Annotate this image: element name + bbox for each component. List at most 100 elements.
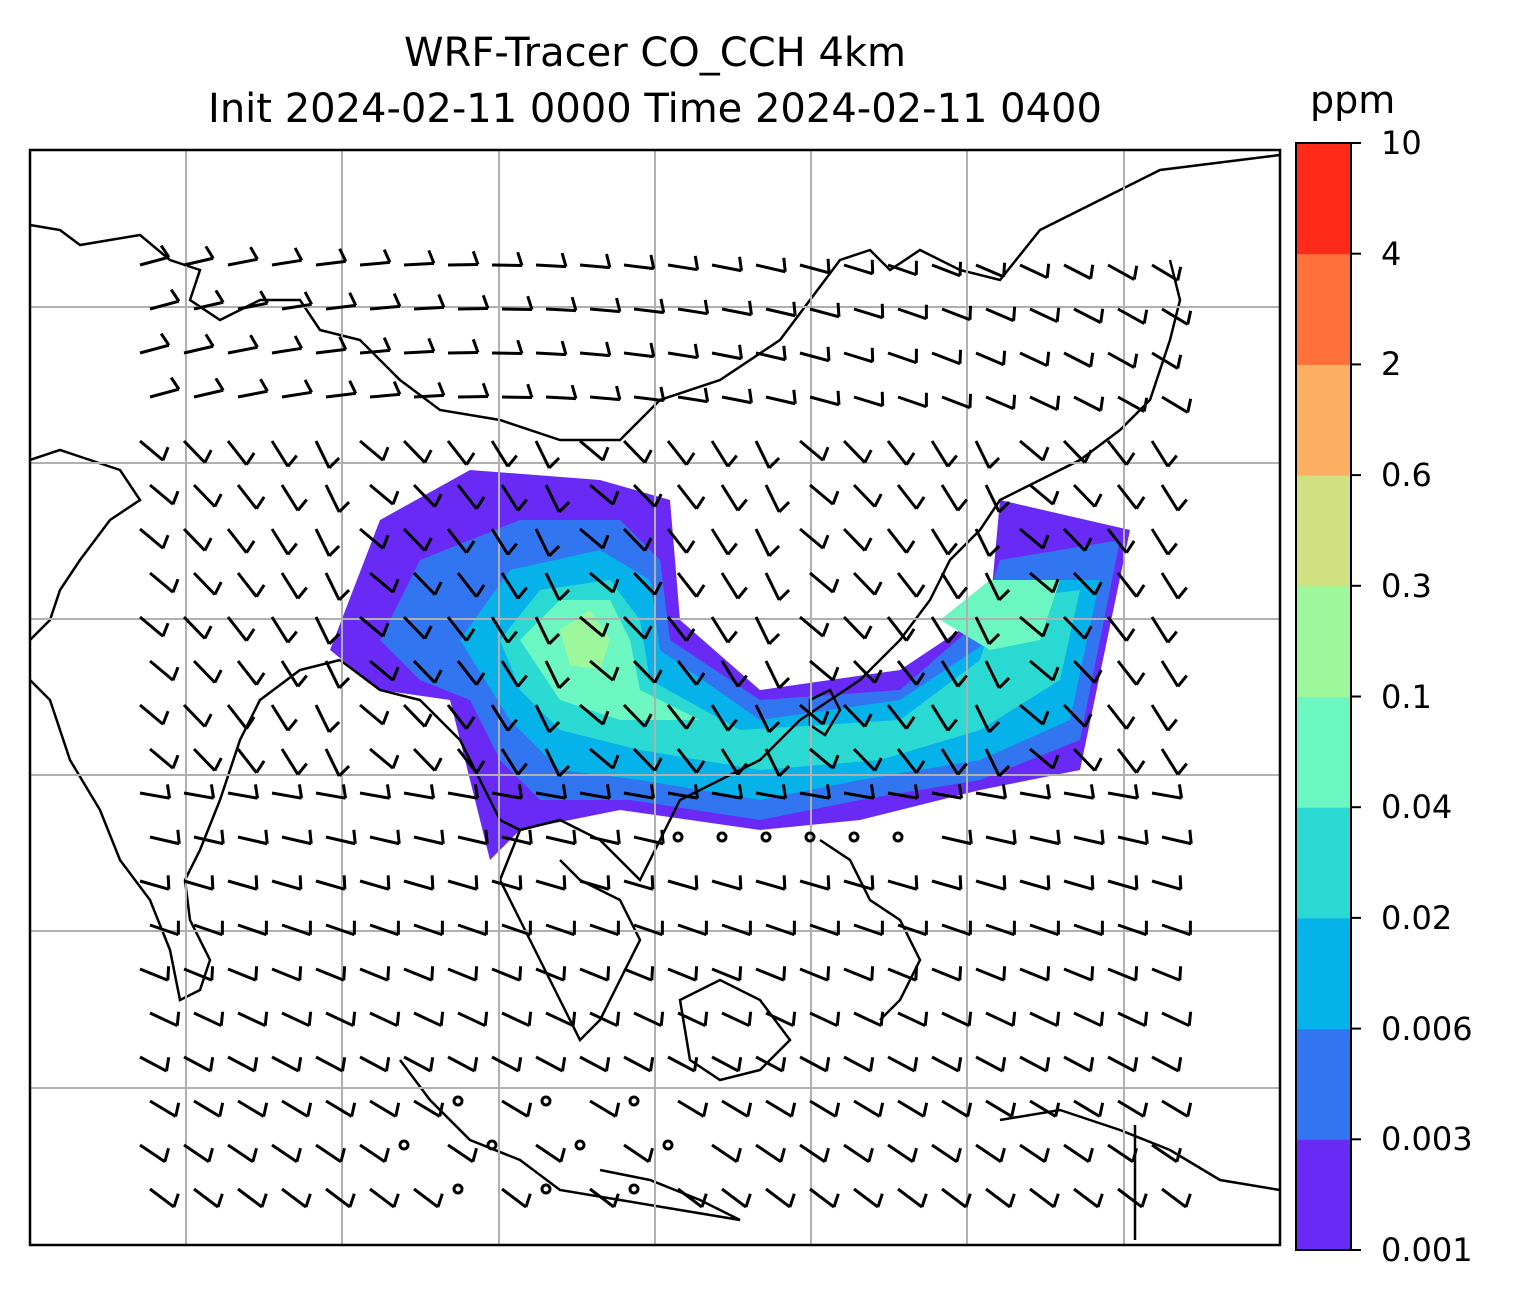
wind-barb-segment [623,879,654,891]
wind-barb-segment [351,1011,357,1026]
wind-barb-segment [385,784,392,799]
wind-barb-segment [403,791,434,800]
wind-barb-segment [413,1099,441,1118]
wind-barb-segment [270,528,290,556]
wind-barb-segment [227,879,258,891]
wind-barb-segment [695,760,706,774]
wind-barb-segment [236,572,258,598]
wind-barb-segment [474,966,479,981]
wind-barb-segment [842,439,866,464]
wind-barb-segment [1019,791,1050,800]
wind-barb-segment [161,534,170,549]
wind-barb-segment [738,256,743,271]
wind-barb-segment [383,1147,390,1163]
wind-barb-segment [446,616,468,642]
wind-barb-segment [736,762,748,776]
wind-barb-segment [446,704,468,730]
wind-barb-segment [667,791,698,800]
wind-barb-segment [1045,1057,1051,1072]
wind-barb-segment [667,351,698,360]
wind-barb-segment [1019,351,1048,368]
wind-barb-segment [735,1147,742,1163]
wind-barb-segment [324,572,341,601]
wind-barb-segment [941,1011,970,1028]
wind-barb-segment [695,672,706,686]
wind-barb-segment [535,791,566,800]
wind-barb-segment [721,395,752,405]
wind-barb-segment [913,784,920,799]
wind-barb-segment [923,1011,929,1026]
wind-barb-segment [1041,446,1050,461]
wind-barb-segment [402,527,426,552]
wind-barb-segment [182,615,206,640]
wind-barb-segment [746,1102,753,1117]
wind-barb-segment [711,791,742,800]
wind-barb-segment [677,1099,705,1118]
wind-barb-segment [535,1055,564,1073]
wind-barb-segment [622,439,646,464]
wind-barb-segment [589,835,620,846]
wind-barb-segment [1029,1099,1057,1118]
wind-barb-segment [500,572,520,600]
wind-barb-segment [430,875,435,890]
wind-barb-segment [754,440,771,469]
wind-barb-segment [984,484,1001,513]
wind-barb-segment [237,1099,265,1118]
wind-barb-segment [149,747,174,770]
wind-barb-segment [369,392,401,399]
wind-barb-segment [915,672,926,686]
wind-barb-segment [852,747,876,772]
wind-barb-segment [799,791,830,800]
wind-barb-segment [1002,350,1007,365]
wind-barb-segment [721,1099,749,1118]
wind-barb-segment [622,703,646,728]
wind-barb-segment [956,674,968,688]
wind-barb-segment [281,390,312,399]
wind-barb-segment [1132,353,1139,368]
wind-barb-segment [1106,704,1128,730]
wind-barb-segment [984,660,1001,689]
wind-barb-segment [633,835,664,846]
wind-barb-segment [271,879,302,891]
wind-barb-segment [501,923,531,937]
wind-barb-segment [506,630,518,644]
wind-barb-segment [280,484,300,512]
wind-barb-segment [325,391,356,399]
wind-barb-segment [1063,879,1094,891]
wind-barb-segment [589,395,621,402]
wind-barb-segment [956,498,968,512]
wind-barb-segment [1100,829,1105,844]
wind-barb-segment [447,791,478,800]
wind-barb-segment [612,1193,620,1208]
wind-barb-segment [271,1055,300,1073]
wind-barb-segment [896,484,918,510]
tracer-plume [330,470,1130,860]
wind-barb-segment [685,540,696,554]
wind-barb-segment [768,545,781,558]
wind-barb-segment [1107,879,1138,891]
wind-barb-segment [985,923,1015,937]
wind-barb-segment [456,660,478,686]
wind-barb-segment [765,307,796,318]
wind-barb-segment [666,528,688,554]
wind-barb-segment [1186,398,1193,413]
wind-barb-segment [394,1102,401,1117]
wind-barb-segment [295,1147,302,1163]
wind-barb-segment [475,584,486,598]
wind-barb-segment [710,616,730,644]
wind-barb-segment [601,710,610,725]
wind-barb-segment [748,388,753,403]
wind-barb-segment [791,1011,797,1026]
wind-barb-segment [870,875,875,890]
wind-barb-segment [711,879,742,891]
wind-barb-segment [915,496,926,510]
wind-barb-segment [213,493,223,508]
wind-barb-segment [193,300,224,311]
wind-barb-segment [764,748,781,777]
wind-barb-segment [1176,354,1183,369]
wind-barb-segment [755,791,786,800]
wind-barb-segment [1073,1011,1102,1028]
colorbar-bin [1296,364,1351,476]
wind-barb-segment [853,395,884,408]
colorbar-tick-label: 0.04 [1381,788,1453,827]
